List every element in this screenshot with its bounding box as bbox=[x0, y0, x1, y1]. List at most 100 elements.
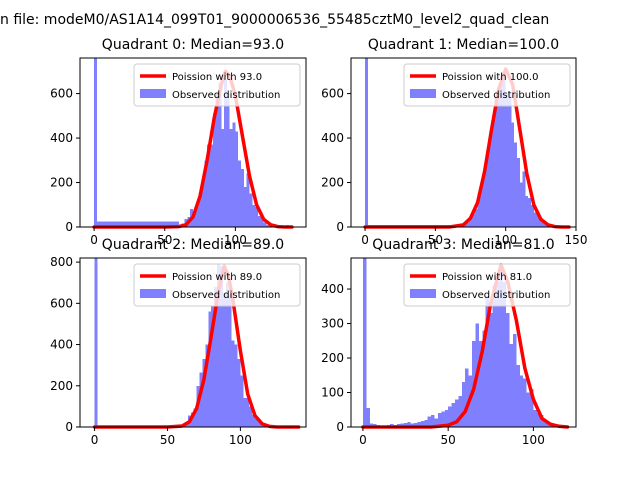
x-tick-label: 150 bbox=[565, 233, 588, 247]
histogram-bar bbox=[226, 93, 230, 227]
x-tick-label: 100 bbox=[522, 433, 545, 447]
histogram-bar bbox=[207, 144, 210, 227]
subplot-title: Quadrant 3: Median=81.0 bbox=[372, 237, 554, 253]
histogram-bar bbox=[477, 193, 481, 227]
histogram-bar bbox=[531, 204, 534, 227]
histogram-bar bbox=[243, 186, 247, 227]
legend-label-observed: Observed distribution bbox=[172, 290, 280, 301]
histogram-bar bbox=[417, 422, 421, 427]
histogram-bar bbox=[540, 414, 544, 427]
histogram-bar bbox=[469, 218, 472, 227]
histogram-bar bbox=[522, 171, 526, 227]
subplot-quadrant-3: 0 50 100 0 100 200 300 400 Quadrant 3: Median=81… bbox=[321, 237, 577, 447]
histogram-bar bbox=[506, 313, 510, 427]
histogram-bar bbox=[437, 413, 442, 427]
histogram-bar bbox=[257, 421, 261, 427]
histogram-bar bbox=[424, 420, 428, 427]
histogram-bar bbox=[444, 409, 449, 427]
x-tick-label: 0 bbox=[90, 233, 98, 247]
histogram-bar bbox=[246, 398, 250, 427]
legend-label-poisson: Poission with 100.0 bbox=[442, 72, 538, 83]
histogram-bar bbox=[193, 213, 196, 227]
legend-label-observed: Observed distribution bbox=[442, 90, 550, 101]
histogram-bar bbox=[478, 340, 483, 427]
x-tick-label: 0 bbox=[359, 433, 367, 447]
histogram-bar bbox=[431, 414, 435, 427]
histogram-bar bbox=[499, 268, 503, 427]
histogram-bar bbox=[249, 406, 253, 427]
histogram-bar bbox=[218, 82, 222, 227]
histogram-bar bbox=[414, 422, 418, 427]
y-tick-label: 800 bbox=[50, 255, 73, 269]
legend-label-poisson: Poission with 81.0 bbox=[442, 272, 532, 283]
histogram-bar bbox=[252, 204, 256, 227]
histogram-bar bbox=[474, 209, 478, 227]
figure-suptitle: n file: modeM0/AS1A14_099T01_9000006536_… bbox=[0, 12, 549, 28]
histogram-bar bbox=[94, 258, 98, 427]
x-tick-label: 100 bbox=[494, 233, 517, 247]
subplot-quadrant-2: 0 50 100 0 200 400 600 800 Quadrant 2: Median=89… bbox=[50, 237, 307, 447]
histogram-bar bbox=[221, 129, 225, 227]
histogram-bar bbox=[536, 213, 540, 227]
histogram-bar bbox=[260, 218, 264, 227]
histogram-bar bbox=[516, 364, 520, 427]
histogram-bar bbox=[229, 129, 233, 227]
histogram-bar bbox=[494, 98, 498, 228]
histogram-bar bbox=[427, 416, 432, 427]
histogram-bar bbox=[502, 71, 506, 227]
histogram-bar bbox=[255, 206, 258, 227]
histogram-bar bbox=[525, 195, 529, 227]
histogram-bar bbox=[539, 220, 543, 227]
histogram-bar bbox=[471, 213, 475, 227]
y-tick-label: 0 bbox=[65, 220, 73, 234]
histogram-bar bbox=[201, 182, 205, 227]
y-tick-label: 600 bbox=[50, 296, 73, 310]
histogram-bar bbox=[502, 282, 507, 427]
histogram-bar bbox=[219, 266, 223, 427]
histogram-bar bbox=[509, 344, 513, 427]
histogram-bar bbox=[512, 333, 517, 427]
histogram-bar bbox=[420, 420, 425, 427]
x-tick-label: 100 bbox=[229, 433, 252, 447]
histogram-bar bbox=[465, 368, 469, 427]
legend: Poission with 100.0 Observed distribution bbox=[403, 63, 571, 107]
histogram-bar bbox=[232, 122, 236, 227]
histogram-bar bbox=[208, 311, 212, 427]
legend-label-observed: Observed distribution bbox=[172, 90, 280, 101]
histogram-bar bbox=[492, 285, 496, 427]
histogram-bar bbox=[238, 160, 242, 227]
y-tick-label: 0 bbox=[65, 420, 73, 434]
histogram-bar bbox=[228, 295, 232, 427]
histogram-bar bbox=[234, 344, 238, 427]
subplot-title: Quadrant 2: Median=89.0 bbox=[102, 237, 284, 253]
y-tick-label: 400 bbox=[50, 338, 73, 352]
histogram-bar bbox=[519, 375, 524, 427]
histogram-bar bbox=[536, 413, 541, 427]
legend-bar-swatch bbox=[410, 289, 436, 298]
legend: Poission with 81.0 Observed distribution bbox=[403, 263, 571, 307]
histogram-bar bbox=[224, 80, 227, 227]
subplot-title: Quadrant 1: Median=100.0 bbox=[368, 37, 559, 53]
histogram-bar bbox=[235, 131, 239, 227]
legend-box bbox=[403, 63, 571, 107]
legend: Poission with 93.0 Observed distribution bbox=[133, 63, 301, 107]
histogram-bar bbox=[241, 169, 244, 227]
histogram-bar bbox=[407, 421, 411, 427]
histogram-bar bbox=[454, 399, 459, 427]
histogram-bar bbox=[211, 305, 215, 427]
histogram-bar bbox=[246, 173, 250, 227]
y-tick-label: 200 bbox=[321, 351, 344, 365]
histogram-bar bbox=[519, 182, 523, 227]
x-tick-label: 50 bbox=[441, 433, 456, 447]
histogram-bar bbox=[237, 358, 241, 427]
histogram-bar bbox=[266, 224, 270, 227]
histogram-bar bbox=[365, 58, 368, 227]
histogram-bar bbox=[217, 264, 220, 427]
legend-box bbox=[403, 263, 571, 307]
y-tick-label: 0 bbox=[336, 220, 344, 234]
histogram-bar bbox=[448, 406, 452, 427]
histogram-bar bbox=[495, 282, 500, 427]
legend-box bbox=[133, 263, 301, 307]
y-tick-label: 200 bbox=[50, 379, 73, 393]
axes-frame bbox=[350, 257, 577, 428]
